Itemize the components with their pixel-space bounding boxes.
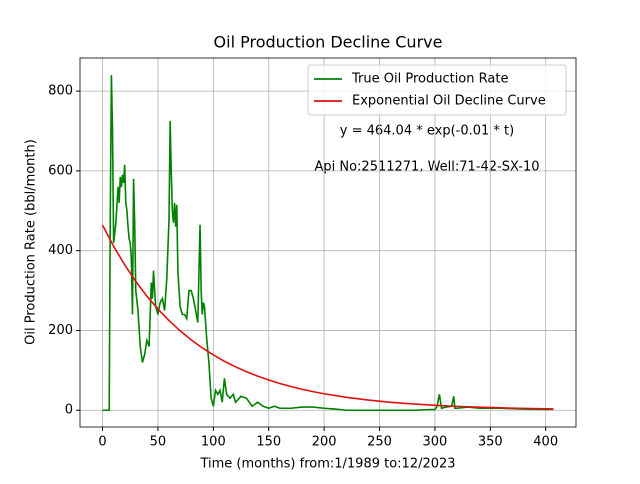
- y-tick-label: 200: [48, 323, 73, 338]
- series-line: [102, 75, 554, 412]
- annotation: Api No:2511271, Well:71-42-SX-10: [314, 160, 539, 175]
- annotation: y = 464.04 * exp(-0.01 * t): [340, 124, 514, 139]
- chart-title: Oil Production Decline Curve: [214, 33, 443, 52]
- x-tick-label: 200: [312, 435, 337, 450]
- legend-label: Exponential Oil Decline Curve: [352, 94, 546, 109]
- y-tick-label: 400: [48, 243, 73, 258]
- plot-frame: [79, 57, 577, 428]
- y-axis-label: Oil Production Rate (bbl/month): [24, 139, 39, 345]
- y-tick-label: 600: [48, 163, 73, 178]
- x-tick-label: 400: [533, 435, 558, 450]
- x-tick-label: 100: [201, 435, 226, 450]
- x-tick-label: 150: [256, 435, 281, 450]
- x-axis-label: Time (months) from:1/1989 to:12/2023: [199, 457, 455, 472]
- x-tick-label: 250: [367, 435, 392, 450]
- legend-box: [307, 64, 567, 116]
- legend: True Oil Production Rate Exponential Oil …: [307, 64, 567, 116]
- series-line: [101, 224, 554, 410]
- x-tick-label: 350: [478, 435, 503, 450]
- y-tick-label: 800: [48, 84, 73, 99]
- legend-label: True Oil Production Rate: [351, 72, 508, 87]
- x-tick-label: 300: [422, 435, 447, 450]
- y-tick-label: 0: [65, 403, 73, 418]
- x-tick-label: 0: [98, 435, 106, 450]
- x-tick-label: 50: [150, 435, 167, 450]
